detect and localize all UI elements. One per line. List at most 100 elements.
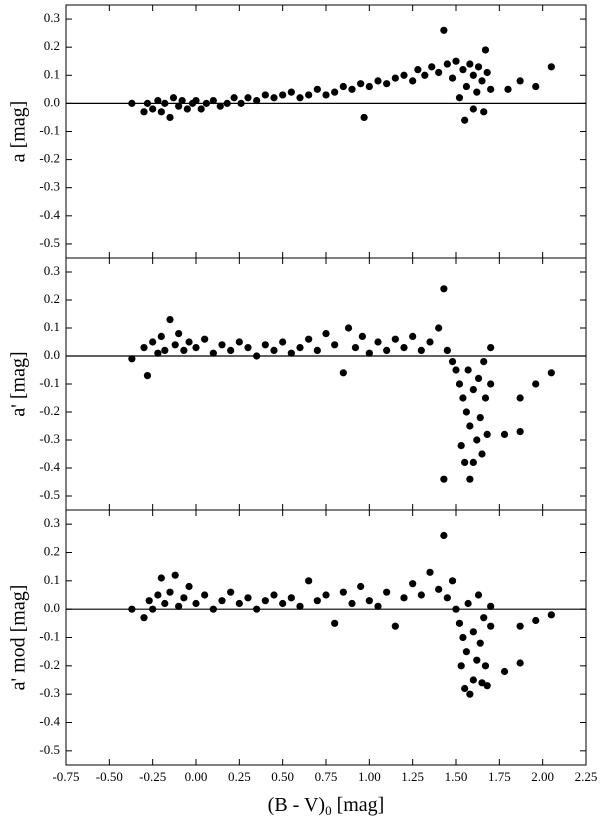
data-point — [466, 690, 474, 698]
y-tick-label: -0.1 — [39, 375, 60, 390]
data-point — [516, 394, 524, 402]
data-point — [157, 574, 165, 582]
data-point — [192, 96, 200, 105]
data-point — [237, 99, 245, 107]
data-point — [270, 94, 278, 102]
data-point — [161, 99, 169, 107]
data-point — [481, 394, 490, 402]
data-point — [383, 346, 391, 354]
y-tick-label: -0.1 — [39, 122, 60, 137]
data-point — [360, 113, 368, 122]
data-point — [145, 597, 153, 605]
data-point — [448, 74, 457, 82]
data-point — [161, 346, 169, 354]
data-point — [487, 85, 495, 93]
data-point — [201, 591, 209, 599]
x-tick-label: 2.25 — [575, 769, 598, 784]
x-tick-label: -0.25 — [139, 769, 166, 784]
data-point — [128, 355, 136, 363]
data-point — [296, 344, 304, 352]
data-point — [474, 63, 483, 71]
data-point — [473, 88, 481, 96]
data-point — [443, 60, 451, 68]
y-tick-label: -0.4 — [39, 713, 60, 728]
x-axis-label-unit: [mag] — [337, 794, 385, 816]
data-point — [483, 430, 491, 438]
data-point — [313, 346, 321, 354]
x-tick-label: 1.00 — [358, 769, 381, 784]
data-point — [154, 591, 162, 599]
data-point — [253, 96, 261, 105]
data-point — [322, 330, 330, 338]
data-point — [175, 102, 183, 110]
data-point — [469, 71, 477, 79]
data-point — [322, 591, 330, 599]
y-tick-label: -0.5 — [39, 487, 60, 502]
data-point — [473, 436, 481, 444]
y-tick-label: -0.5 — [39, 742, 60, 757]
data-point — [483, 68, 491, 77]
x-tick-label: 2.00 — [531, 769, 554, 784]
data-point — [487, 602, 495, 610]
data-point — [487, 622, 495, 630]
data-point — [440, 475, 448, 483]
y-tick-label: 0.3 — [44, 515, 60, 530]
data-point — [218, 597, 226, 605]
data-point — [547, 63, 555, 71]
data-point — [331, 88, 339, 96]
data-point — [516, 428, 524, 436]
data-point — [192, 344, 200, 352]
data-point — [400, 594, 408, 602]
data-point — [305, 335, 313, 343]
data-point — [185, 338, 193, 346]
data-point — [209, 605, 217, 613]
data-point — [296, 94, 304, 102]
data-point — [417, 591, 425, 599]
data-point — [374, 338, 382, 346]
data-point — [348, 599, 356, 608]
data-point — [183, 105, 191, 113]
data-point — [462, 82, 470, 91]
data-point — [331, 619, 339, 627]
y-axis-label: a [mag] — [8, 101, 30, 163]
data-point — [461, 458, 469, 466]
data-point — [455, 619, 464, 627]
data-point — [287, 88, 295, 96]
y-tick-label: -0.3 — [39, 179, 60, 194]
data-point — [178, 96, 186, 105]
data-point — [440, 285, 448, 293]
data-point — [461, 684, 469, 693]
data-point — [209, 349, 217, 357]
data-point — [358, 332, 366, 340]
data-point — [339, 588, 347, 596]
data-point — [532, 82, 540, 91]
data-point — [409, 580, 417, 588]
data-point — [448, 358, 457, 366]
data-point — [440, 531, 448, 540]
data-point — [351, 344, 360, 352]
data-point — [374, 602, 382, 610]
data-point — [452, 366, 460, 374]
data-point — [532, 616, 540, 625]
data-point — [157, 332, 165, 340]
data-point — [504, 85, 512, 93]
x-tick-label: -0.50 — [96, 769, 123, 784]
data-point — [421, 71, 429, 79]
data-point — [435, 585, 443, 593]
x-tick-label: -0.75 — [52, 769, 79, 784]
data-point — [149, 105, 157, 113]
data-point — [481, 662, 490, 670]
data-point — [344, 324, 353, 332]
data-point — [462, 648, 470, 656]
y-tick-label: 0.3 — [44, 10, 60, 25]
data-point — [464, 366, 472, 374]
data-point — [305, 91, 313, 99]
y-tick-label: 0.1 — [44, 319, 60, 334]
data-point — [462, 408, 470, 416]
y-tick-label: 0.0 — [44, 600, 60, 615]
data-point — [435, 324, 443, 332]
data-point — [201, 335, 209, 343]
y-tick-label: 0.3 — [44, 263, 60, 278]
data-point — [180, 346, 188, 354]
data-point — [457, 442, 465, 450]
